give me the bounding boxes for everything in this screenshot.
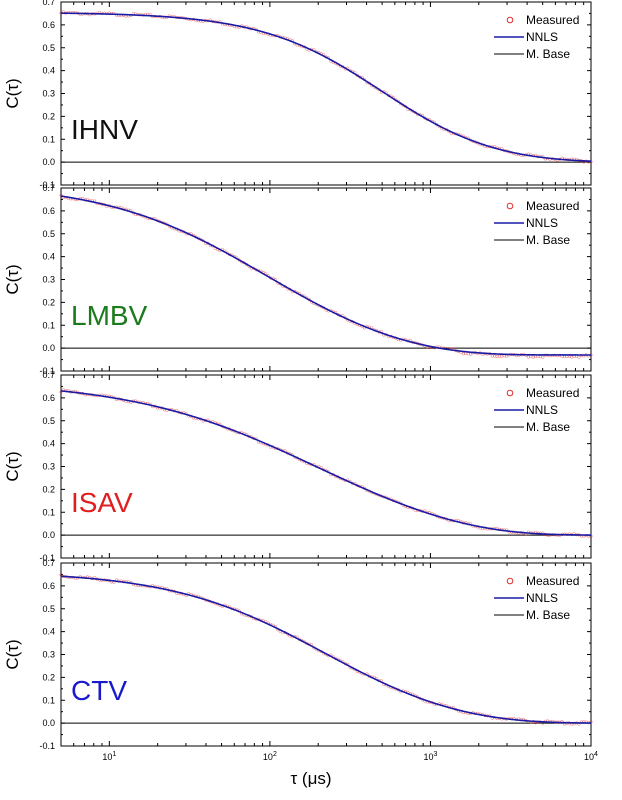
y-tick-label: 0.6 — [42, 393, 55, 403]
panel-label-isav: ISAV — [71, 487, 133, 518]
x-tick-exponent: 2 — [273, 751, 277, 758]
nnls-line — [60, 575, 592, 724]
y-axis-label: C(τ) — [3, 451, 22, 481]
measured-point — [577, 355, 581, 359]
measured-series — [59, 573, 593, 726]
y-tick-label: 0.4 — [42, 439, 55, 449]
x-tick-exponent: 4 — [594, 751, 598, 758]
panel-label-lmbv: LMBV — [71, 300, 148, 331]
y-tick-label: 0.4 — [42, 252, 55, 262]
y-tick-label: 0.2 — [42, 297, 55, 307]
x-axis-label: τ (μs) — [290, 769, 331, 788]
y-tick-label: -0.1 — [39, 553, 55, 563]
y-tick-label: 0.4 — [42, 66, 55, 76]
y-tick-label: 0.1 — [42, 695, 55, 705]
y-tick-label: 0.5 — [42, 43, 55, 53]
measured-series — [59, 10, 593, 164]
panel-label-ctv: CTV — [71, 675, 127, 706]
y-tick-label: 0.3 — [42, 275, 55, 285]
measured-series — [59, 388, 593, 538]
x-tick-label: 102 — [263, 751, 277, 762]
y-tick-label: 0.0 — [42, 343, 55, 353]
y-tick-label: 0.7 — [42, 183, 55, 193]
legend-measured-label: Measured — [526, 199, 579, 213]
y-tick-label: 0.5 — [42, 229, 55, 239]
legend-measured-label: Measured — [526, 574, 579, 588]
y-tick-label: 0.4 — [42, 627, 55, 637]
x-tick-label: 104 — [584, 751, 598, 762]
nnls-line — [60, 12, 592, 162]
panel-label-ihnv: IHNV — [71, 114, 138, 145]
legend-base-label: M. Base — [526, 420, 570, 434]
y-tick-label: 0.0 — [42, 157, 55, 167]
y-tick-label: 0.2 — [42, 111, 55, 121]
plot-frame — [60, 1, 592, 186]
legend-nnls-label: NNLS — [526, 216, 558, 230]
y-tick-label: 0.2 — [42, 672, 55, 682]
measured-point — [59, 390, 63, 394]
y-axis-label: C(τ) — [3, 264, 22, 294]
measured-point — [541, 355, 545, 359]
panel-isav: -0.1 0.0 0.1 0.2 0.3 0.4 0.5 0.6 0.7 C(τ) ISAV Meas… — [3, 370, 593, 563]
measured-point — [505, 354, 509, 358]
y-tick-label: 0.1 — [42, 134, 55, 144]
y-tick-label: 0.5 — [42, 604, 55, 614]
legend-measured-marker — [506, 16, 514, 24]
x-tick-exponent: 3 — [433, 751, 437, 758]
nnls-line — [60, 195, 591, 356]
panel-ctv: -0.1 0.0 0.1 0.2 0.3 0.4 0.5 0.6 0.7 C(τ) CTV Measu… — [3, 558, 593, 751]
x-tick-label: 101 — [102, 751, 116, 762]
y-tick-label: 0.3 — [42, 462, 55, 472]
nnls-line — [60, 390, 592, 536]
y-axis-label: C(τ) — [3, 78, 22, 108]
y-tick-label: 0.7 — [42, 370, 55, 380]
y-tick-label: -0.1 — [39, 741, 55, 751]
y-tick-label: 0.2 — [42, 484, 55, 494]
y-tick-label: 0.1 — [42, 320, 55, 330]
legend-nnls-label: NNLS — [526, 403, 558, 417]
legend-measured-marker — [506, 577, 514, 585]
measured-point — [589, 720, 593, 724]
y-tick-label: 0.7 — [42, 558, 55, 568]
legend-nnls-label: NNLS — [526, 591, 558, 605]
y-tick-label: 0.0 — [42, 530, 55, 540]
y-tick-label: 0.0 — [42, 718, 55, 728]
y-tick-label: 0.6 — [42, 206, 55, 216]
panel-ihnv: -0.1 0.0 0.1 0.2 0.3 0.4 0.5 0.6 0.7 C(τ) IHNV Meas… — [3, 0, 593, 190]
legend-base-label: M. Base — [526, 233, 570, 247]
legend-measured-label: Measured — [526, 386, 579, 400]
y-tick-label: 0.3 — [42, 650, 55, 660]
legend-base-label: M. Base — [526, 47, 570, 61]
legend-measured-marker — [506, 202, 514, 210]
legend-measured-label: Measured — [526, 13, 579, 27]
legend-measured-marker — [506, 389, 514, 397]
x-tick-exponent: 1 — [112, 751, 116, 758]
y-axis-label: C(τ) — [3, 639, 22, 669]
legend-base-label: M. Base — [526, 608, 570, 622]
legend-nnls-label: NNLS — [526, 30, 558, 44]
y-tick-label: 0.7 — [42, 0, 55, 7]
x-tick-label: 103 — [423, 751, 437, 762]
y-tick-label: -0.1 — [39, 180, 55, 190]
measured-series — [59, 193, 593, 359]
panel-lmbv: -0.1 0.0 0.1 0.2 0.3 0.4 0.5 0.6 0.7 C(τ) LMBV Meas… — [3, 183, 593, 376]
y-tick-label: 0.5 — [42, 416, 55, 426]
y-tick-label: 0.6 — [42, 581, 55, 591]
y-tick-label: 0.6 — [42, 20, 55, 30]
y-tick-label: 0.1 — [42, 507, 55, 517]
y-tick-label: -0.1 — [39, 366, 55, 376]
y-tick-label: 0.3 — [42, 89, 55, 99]
